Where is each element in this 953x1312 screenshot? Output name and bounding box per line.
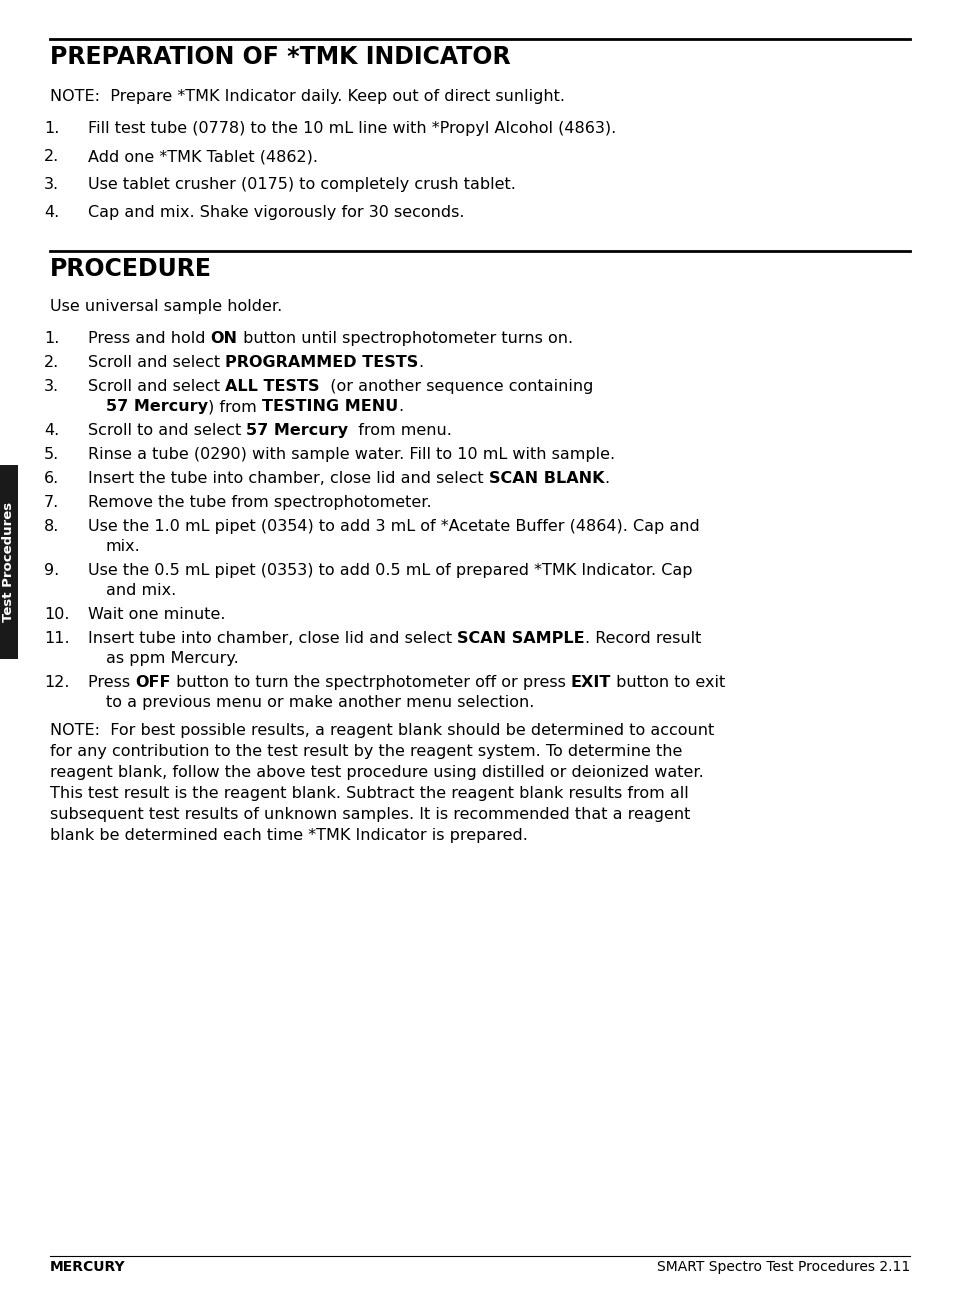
Text: Rinse a tube (0290) with sample water. Fill to 10 mL with sample.: Rinse a tube (0290) with sample water. F… [88,447,615,462]
Text: NOTE:  Prepare *TMK Indicator daily. Keep out of direct sunlight.: NOTE: Prepare *TMK Indicator daily. Keep… [50,89,564,104]
Text: SCAN BLANK: SCAN BLANK [488,471,603,485]
Text: Scroll to and select: Scroll to and select [88,422,246,438]
Text: and mix.: and mix. [106,583,176,598]
Text: 6.: 6. [44,471,59,485]
Text: button to exit: button to exit [611,674,724,690]
Text: Test Procedures: Test Procedures [3,502,15,622]
Text: 7.: 7. [44,495,59,510]
Text: 9.: 9. [44,563,59,579]
Text: .: . [418,356,423,370]
Text: 5.: 5. [44,447,59,462]
Text: 1.: 1. [44,121,59,136]
Text: Press: Press [88,674,135,690]
Text: This test result is the reagent blank. Subtract the reagent blank results from a: This test result is the reagent blank. S… [50,786,688,802]
Text: Insert tube into chamber, close lid and select: Insert tube into chamber, close lid and … [88,631,456,646]
Text: button until spectrophotometer turns on.: button until spectrophotometer turns on. [237,331,572,346]
Text: 11.: 11. [44,631,70,646]
Text: mix.: mix. [106,539,141,554]
Text: SMART Spectro Test Procedures 2.11: SMART Spectro Test Procedures 2.11 [656,1260,909,1274]
Text: TESTING MENU: TESTING MENU [262,399,397,415]
Text: subsequent test results of unknown samples. It is recommended that a reagent: subsequent test results of unknown sampl… [50,807,690,823]
Text: ALL TESTS: ALL TESTS [225,379,319,394]
Text: Use tablet crusher (0175) to completely crush tablet.: Use tablet crusher (0175) to completely … [88,177,516,192]
Text: Remove the tube from spectrophotometer.: Remove the tube from spectrophotometer. [88,495,431,510]
Text: ON: ON [211,331,237,346]
Text: from menu.: from menu. [348,422,452,438]
Text: Insert the tube into chamber, close lid and select: Insert the tube into chamber, close lid … [88,471,488,485]
Text: Scroll and select: Scroll and select [88,356,225,370]
Text: Use the 1.0 mL pipet (0354) to add 3 mL of *Acetate Buffer (4864). Cap and: Use the 1.0 mL pipet (0354) to add 3 mL … [88,520,699,534]
Text: OFF: OFF [135,674,171,690]
Text: 57 Mercury: 57 Mercury [246,422,348,438]
Text: (or another sequence containing: (or another sequence containing [319,379,593,394]
Text: 57 Mercury: 57 Mercury [106,399,208,415]
Text: PROGRAMMED TESTS: PROGRAMMED TESTS [225,356,418,370]
Text: 2.: 2. [44,150,59,164]
Text: Cap and mix. Shake vigorously for 30 seconds.: Cap and mix. Shake vigorously for 30 sec… [88,205,464,220]
Text: reagent blank, follow the above test procedure using distilled or deionized wate: reagent blank, follow the above test pro… [50,765,703,781]
Text: button to turn the spectrphotometer off or press: button to turn the spectrphotometer off … [171,674,570,690]
Text: Add one *TMK Tablet (4862).: Add one *TMK Tablet (4862). [88,150,317,164]
Text: NOTE:  For best possible results, a reagent blank should be determined to accoun: NOTE: For best possible results, a reage… [50,723,714,737]
Text: PROCEDURE: PROCEDURE [50,257,212,281]
Text: Press and hold: Press and hold [88,331,211,346]
Text: 12.: 12. [44,674,70,690]
Text: 8.: 8. [44,520,59,534]
Text: Use universal sample holder.: Use universal sample holder. [50,299,282,314]
Text: SCAN SAMPLE: SCAN SAMPLE [456,631,584,646]
Text: .: . [603,471,609,485]
Text: MERCURY: MERCURY [50,1260,126,1274]
Text: 3.: 3. [44,177,59,192]
Text: 3.: 3. [44,379,59,394]
Text: . Record result: . Record result [584,631,700,646]
Text: 10.: 10. [44,607,70,622]
Text: .: . [397,399,403,415]
Text: 2.: 2. [44,356,59,370]
Text: for any contribution to the test result by the reagent system. To determine the: for any contribution to the test result … [50,744,681,760]
Text: 4.: 4. [44,422,59,438]
Bar [0,464,18,659]
Text: 1.: 1. [44,331,59,346]
Text: Wait one minute.: Wait one minute. [88,607,225,622]
Text: blank be determined each time *TMK Indicator is prepared.: blank be determined each time *TMK Indic… [50,828,527,844]
Text: Use the 0.5 mL pipet (0353) to add 0.5 mL of prepared *TMK Indicator. Cap: Use the 0.5 mL pipet (0353) to add 0.5 m… [88,563,692,579]
Text: 4.: 4. [44,205,59,220]
Text: PREPARATION OF *TMK INDICATOR: PREPARATION OF *TMK INDICATOR [50,45,510,70]
Text: Fill test tube (0778) to the 10 mL line with *Propyl Alcohol (4863).: Fill test tube (0778) to the 10 mL line … [88,121,616,136]
Text: ) from: ) from [208,399,262,415]
Text: EXIT: EXIT [570,674,611,690]
Text: as ppm Mercury.: as ppm Mercury. [106,651,238,666]
Text: to a previous menu or make another menu selection.: to a previous menu or make another menu … [106,695,534,710]
Text: Scroll and select: Scroll and select [88,379,225,394]
